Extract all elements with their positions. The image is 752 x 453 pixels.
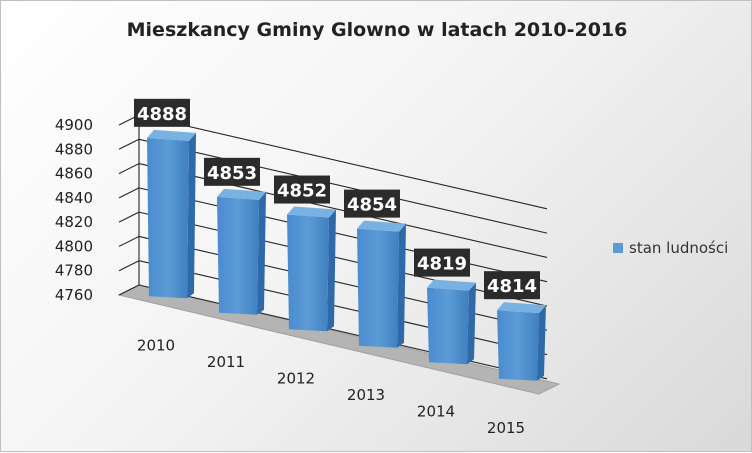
data-label-box	[204, 157, 260, 186]
bar-side	[397, 223, 406, 348]
bar-group: 4819	[414, 248, 476, 365]
legend-swatch	[613, 243, 623, 253]
bar-top	[287, 206, 336, 218]
chart-floor	[117, 284, 561, 395]
bar	[217, 196, 259, 315]
data-label: 4852	[277, 181, 327, 202]
y-tick-label: 4880	[55, 140, 93, 158]
bar-side	[257, 191, 266, 315]
data-label-box	[484, 271, 540, 300]
data-label-box	[414, 248, 470, 277]
gridline	[138, 114, 548, 210]
legend-label: stan ludności	[629, 239, 729, 257]
y-tick-label: 4900	[55, 116, 93, 134]
bar-group: 4814	[484, 271, 546, 381]
x-tick-label: 2011	[207, 353, 245, 371]
x-tick-label: 2013	[347, 386, 385, 404]
bar	[497, 310, 539, 381]
bar-top	[357, 220, 406, 232]
x-tick-label: 2010	[137, 336, 175, 354]
y-tick-label: 4780	[55, 262, 93, 280]
data-label: 4853	[207, 163, 257, 184]
bar-group: 4852	[274, 175, 336, 332]
y-tick-label: 4760	[55, 286, 93, 304]
bar-group: 4853	[204, 157, 266, 315]
bar-side	[187, 132, 196, 299]
bar-top	[427, 279, 476, 291]
bar-side	[467, 282, 476, 365]
data-label: 4814	[487, 276, 537, 297]
bar	[287, 214, 329, 332]
gridline	[138, 211, 548, 307]
gridline-depth	[118, 187, 140, 199]
bar-group: 4854	[344, 189, 406, 348]
x-tick-label: 2014	[417, 402, 455, 420]
data-label: 4854	[347, 195, 397, 216]
bar-top	[497, 302, 546, 314]
x-tick-label: 2015	[487, 419, 525, 437]
bar-side	[327, 209, 336, 332]
data-label-box	[274, 175, 330, 204]
x-tick-label: 2012	[277, 369, 315, 387]
y-tick-label: 4820	[55, 213, 93, 231]
gridline	[138, 138, 548, 234]
gridline	[138, 260, 548, 356]
gridline-depth	[118, 163, 140, 175]
y-tick-label: 4800	[55, 237, 93, 255]
chart-title: Mieszkancy Gminy Glowno w latach 2010-20…	[126, 19, 628, 41]
data-label-box	[134, 98, 190, 127]
bar-top	[217, 188, 266, 200]
bar-side	[537, 305, 546, 381]
gridline	[138, 163, 548, 258]
gridline-depth	[118, 138, 140, 150]
gridline	[138, 235, 548, 331]
data-label: 4888	[137, 104, 187, 125]
gridline-depth	[118, 260, 140, 272]
data-label-box	[344, 189, 400, 218]
bar	[427, 287, 469, 365]
gridline-depth	[118, 284, 140, 296]
gridline	[138, 284, 548, 380]
bar	[357, 228, 399, 348]
gridline-depth	[118, 211, 140, 223]
legend: stan ludności	[613, 239, 728, 257]
gridline-depth	[118, 235, 140, 247]
data-label: 4819	[417, 254, 467, 275]
y-tick-label: 4840	[55, 189, 93, 207]
y-tick-label: 4860	[55, 165, 93, 183]
gridline	[138, 187, 548, 283]
bar-top	[147, 129, 196, 141]
bar-group: 4888	[134, 98, 196, 299]
bar	[147, 137, 189, 299]
